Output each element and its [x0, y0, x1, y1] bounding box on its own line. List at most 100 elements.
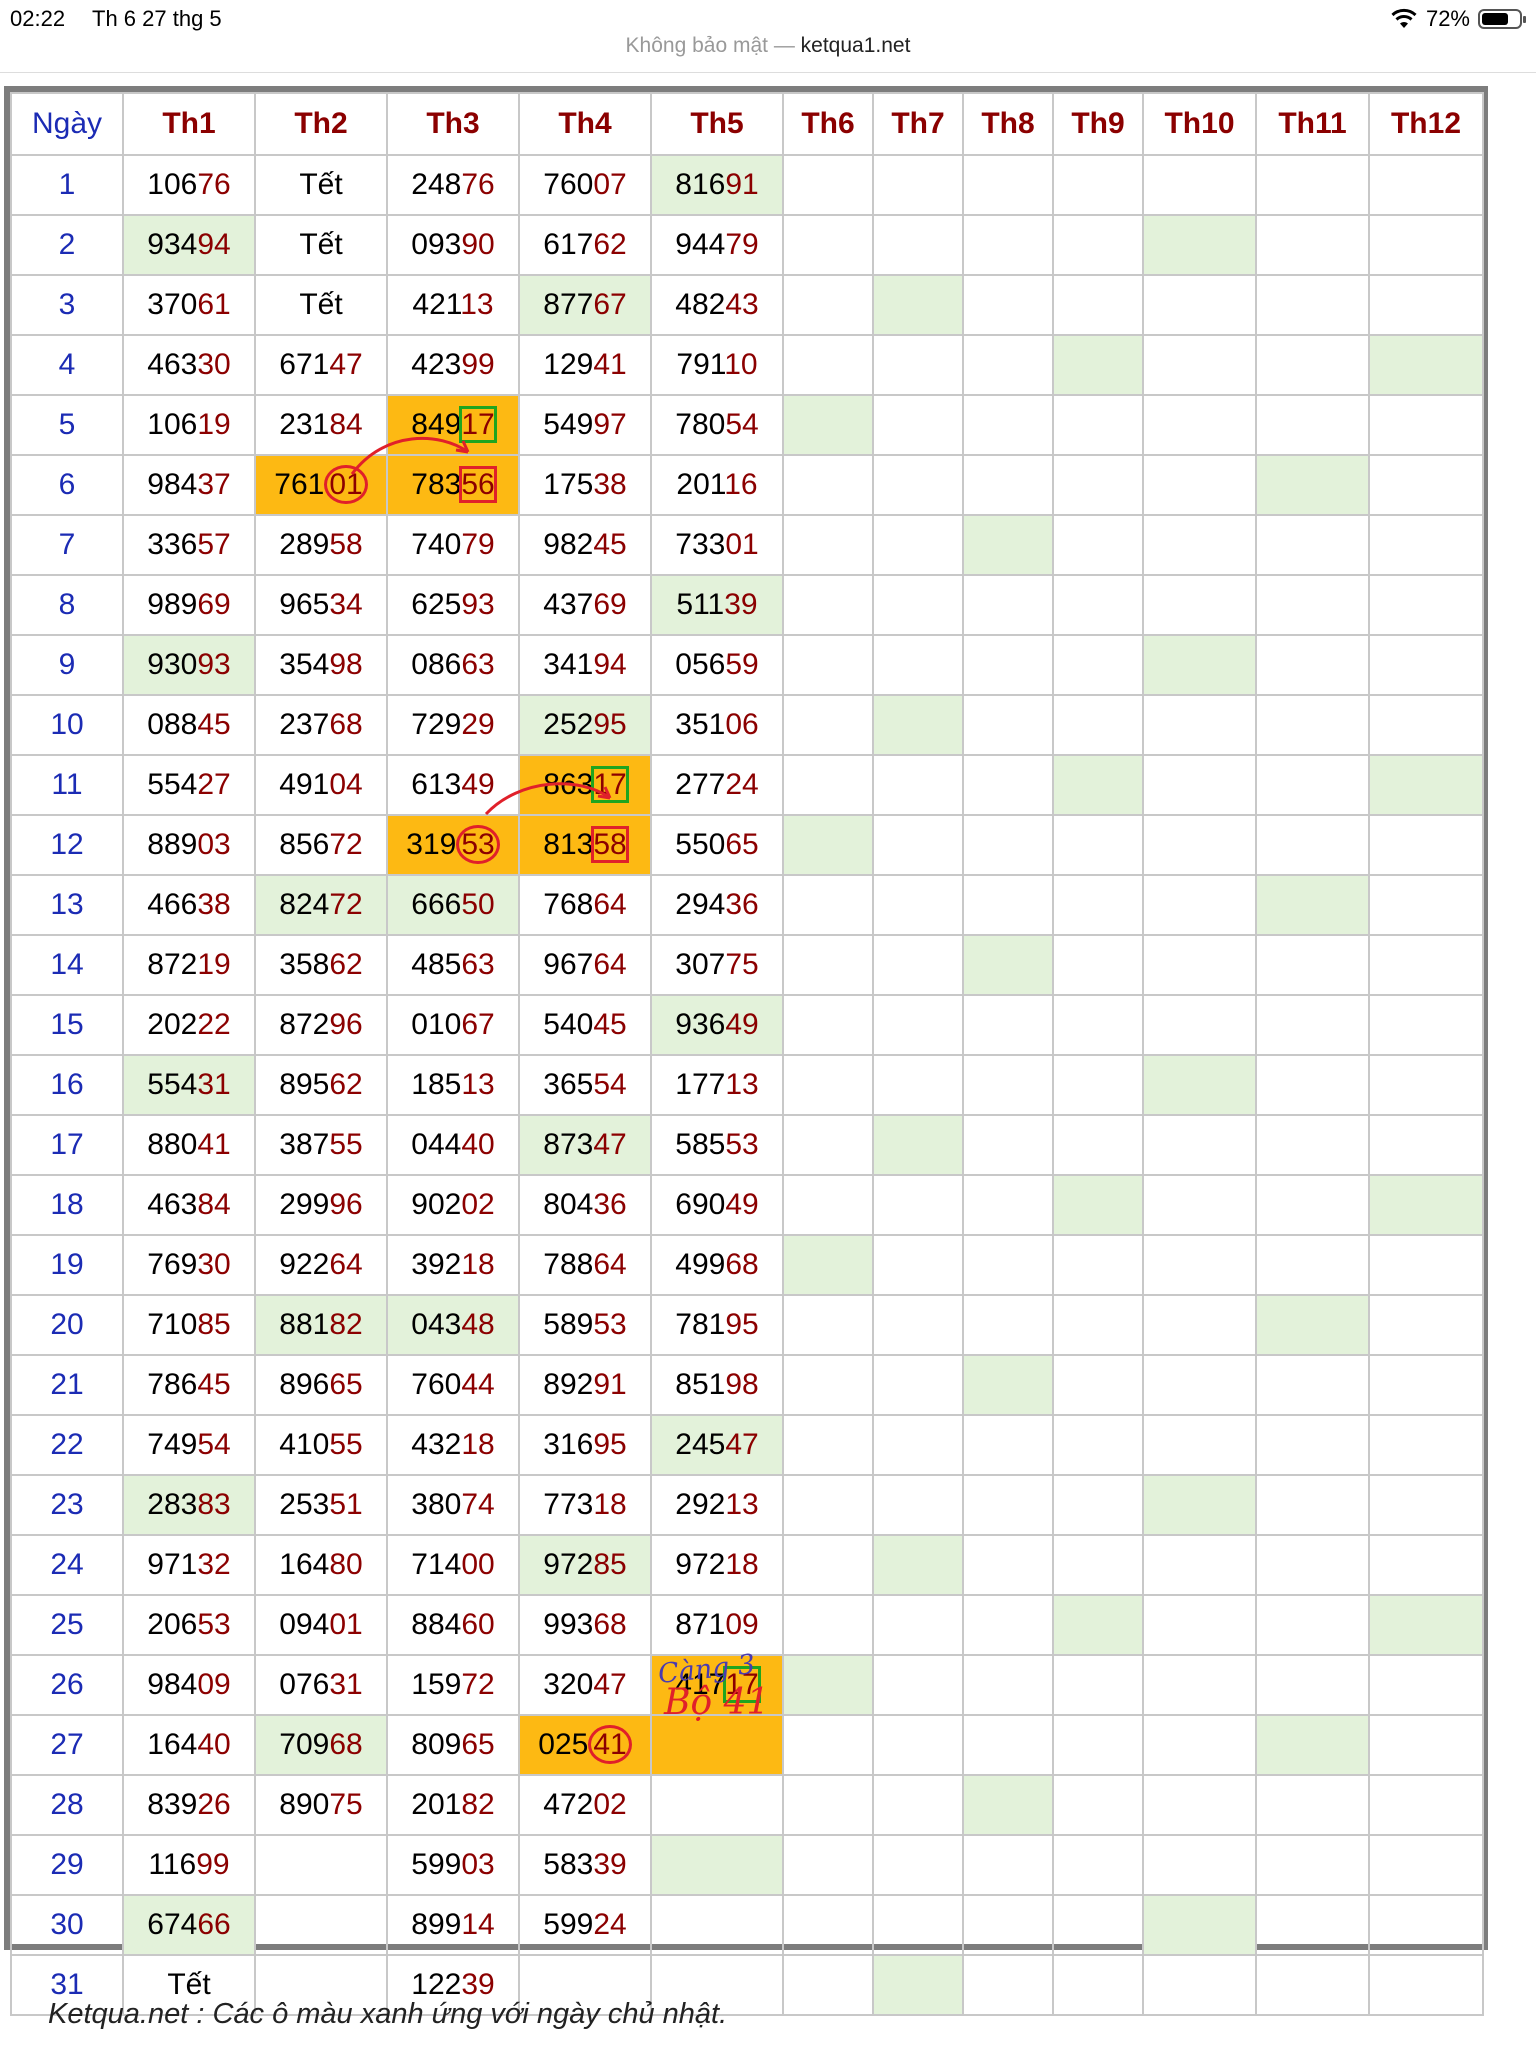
- result-cell: 94479: [650, 214, 784, 276]
- result-cell: 20222: [122, 994, 256, 1056]
- result-cell: 87296: [254, 994, 388, 1056]
- result-cell: [782, 694, 874, 756]
- result-head-digits: 967: [543, 948, 594, 981]
- result-cell: 98409: [122, 1654, 256, 1716]
- result-tail-digits: 00: [461, 1548, 495, 1581]
- result-head-digits: 554: [147, 1068, 198, 1101]
- result-cell: [872, 994, 964, 1056]
- table-row: 7 33657 28958 74079 98245 73301: [10, 514, 1484, 576]
- result-tail-digits: 09: [197, 1668, 231, 1701]
- day-cell: 7: [10, 514, 124, 576]
- result-cell: [962, 1174, 1054, 1236]
- result-cell: [1052, 694, 1144, 756]
- result-cell: 98245: [518, 514, 652, 576]
- result-head-digits: 791: [676, 348, 725, 381]
- result-cell: [872, 814, 964, 876]
- result-head-digits: 589: [543, 1308, 594, 1341]
- result-cell: 93494: [122, 214, 256, 276]
- result-cell: [1255, 214, 1370, 276]
- result-tail-digits: 19: [197, 948, 231, 981]
- header-th3: Th3: [386, 92, 520, 156]
- result-head-digits: 972: [675, 1548, 726, 1581]
- result-cell: [962, 574, 1054, 636]
- result-head-digits: 252: [543, 708, 594, 741]
- result-tail-digits: 53: [725, 1128, 759, 1161]
- result-head-digits: 201: [411, 1788, 462, 1821]
- result-cell: [962, 1294, 1054, 1356]
- result-tail-digits: 50: [461, 888, 495, 921]
- result-tail-digits: 49: [725, 1008, 759, 1041]
- header-th2: Th2: [254, 92, 388, 156]
- address-bar[interactable]: Không bảo mật — ketqua1.net: [0, 34, 1536, 58]
- table-row: 19 76930 92264 39218 78864 49968: [10, 1234, 1484, 1296]
- result-cell: [782, 514, 874, 576]
- result-head-digits: 277: [675, 768, 726, 801]
- result-tail-digits: 53: [456, 825, 500, 864]
- result-cell: [1255, 634, 1370, 696]
- table-row: 10 08845 23768 72929 25295 35106: [10, 694, 1484, 756]
- result-cell: [1142, 1894, 1257, 1956]
- result-tail-digits: 38: [197, 888, 231, 921]
- result-cell: 89562: [254, 1054, 388, 1116]
- result-tail-digits: 98: [725, 1368, 759, 1401]
- result-cell: 58553: [650, 1114, 784, 1176]
- result-cell: [254, 1954, 388, 2016]
- result-cell: [782, 1774, 874, 1836]
- result-cell: 08845: [122, 694, 256, 756]
- result-tail-digits: 43: [725, 288, 759, 321]
- result-cell: 33657: [122, 514, 256, 576]
- result-head-digits: 890: [279, 1788, 330, 1821]
- result-tail-digits: 83: [197, 1488, 231, 1521]
- result-tail-digits: 95: [725, 1308, 759, 1341]
- result-head-digits: 185: [411, 1068, 462, 1101]
- result-head-digits: 201: [676, 468, 725, 501]
- result-cell: [872, 1714, 964, 1776]
- result-cell: [1142, 1714, 1257, 1776]
- result-tail-digits: 82: [329, 1308, 363, 1341]
- result-cell: [1368, 214, 1484, 276]
- result-tail-digits: 10: [724, 348, 758, 381]
- table-row: 25 20653 09401 88460 99368 87109: [10, 1594, 1484, 1656]
- result-cell: 07631: [254, 1654, 388, 1716]
- result-cell: 23184: [254, 394, 388, 456]
- result-cell: [1255, 1114, 1370, 1176]
- battery-icon: [1478, 9, 1526, 29]
- result-head-digits: 248: [411, 168, 462, 201]
- result-cell: [782, 1954, 874, 2016]
- result-head-digits: 972: [543, 1548, 594, 1581]
- result-tail-digits: 90: [461, 228, 495, 261]
- result-cell: [1368, 1954, 1484, 2016]
- result-head-digits: 253: [279, 1488, 330, 1521]
- result-head-digits: 094: [279, 1608, 330, 1641]
- result-cell: 74954: [122, 1414, 256, 1476]
- result-tail-digits: 65: [725, 828, 759, 861]
- result-tail-digits: 03: [461, 1848, 495, 1881]
- result-cell: 10676: [122, 154, 256, 216]
- result-head-digits: 025: [538, 1728, 589, 1761]
- result-cell: 89914: [386, 1894, 520, 1956]
- battery-percent: 72%: [1425, 6, 1470, 31]
- result-cell: 87109: [650, 1594, 784, 1656]
- result-cell: 48563: [386, 934, 520, 996]
- result-cell: 37061: [122, 274, 256, 336]
- result-tail-digits: 85: [593, 1548, 627, 1581]
- result-cell: 41055: [254, 1414, 388, 1476]
- result-cell: [1052, 334, 1144, 396]
- result-head-digits: 392: [411, 1248, 462, 1281]
- result-tail-digits: 40: [461, 1128, 495, 1161]
- result-cell: 38755: [254, 1114, 388, 1176]
- result-cell: Tết: [254, 274, 388, 336]
- result-cell: [1142, 814, 1257, 876]
- result-cell: [962, 934, 1054, 996]
- result-head-digits: 076: [279, 1668, 330, 1701]
- result-tail-digits: 13: [725, 1488, 759, 1521]
- result-tail-digits: 53: [593, 1308, 627, 1341]
- result-head-digits: 491: [279, 768, 330, 801]
- result-tail-digits: 17: [459, 406, 497, 443]
- result-cell: 66650: [386, 874, 520, 936]
- result-head-digits: 410: [279, 1428, 330, 1461]
- result-head-digits: 880: [147, 1128, 198, 1161]
- result-tail-digits: 39: [593, 1848, 627, 1881]
- result-cell: [1052, 1414, 1144, 1476]
- result-cell: [782, 1594, 874, 1656]
